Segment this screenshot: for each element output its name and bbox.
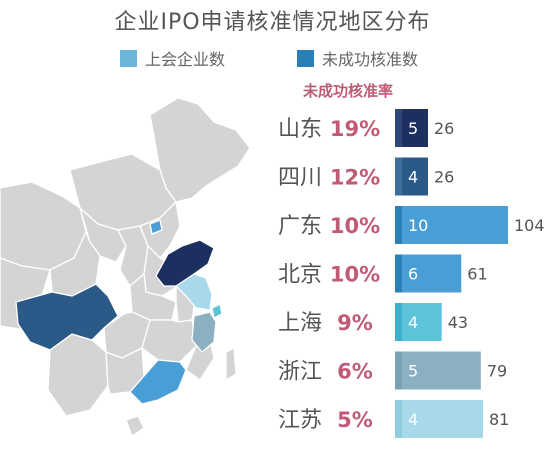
map-region-guangdong xyxy=(129,359,187,405)
region-label: 江苏 xyxy=(278,408,322,433)
bar-total-value: 61 xyxy=(467,265,487,284)
bar-total xyxy=(395,351,481,390)
legend-label-rejected: 未成功核准数 xyxy=(322,50,419,69)
bar-total-value: 26 xyxy=(434,168,454,187)
bar-rejected xyxy=(395,157,402,196)
bar-rejected-value: 6 xyxy=(408,265,418,284)
rejection-rate-label: 6% xyxy=(337,360,373,384)
region-label: 广东 xyxy=(278,214,322,239)
bar-total-value: 104 xyxy=(514,216,545,235)
bar-total xyxy=(395,206,508,244)
bar-rejected-value: 5 xyxy=(408,119,418,138)
bar-rejected-value: 4 xyxy=(408,313,418,332)
bar-rejected xyxy=(395,254,402,293)
bar-rejected-value: 4 xyxy=(408,410,418,429)
map-region-beijing xyxy=(149,219,163,235)
bar-rejected xyxy=(395,206,402,244)
map-region-taiwan xyxy=(225,347,237,381)
legend-item-participants: 上会企业数 xyxy=(120,46,225,70)
map-region-jiangsu xyxy=(175,273,213,311)
region-label: 山东 xyxy=(278,117,322,142)
chart-title: 企业IPO申请核准情况地区分布 xyxy=(114,10,431,35)
region-label: 北京 xyxy=(278,263,322,288)
region-label: 四川 xyxy=(278,166,322,191)
china-map xyxy=(0,97,251,437)
bar-rejected xyxy=(395,303,402,341)
bar-total xyxy=(395,254,462,293)
rejection-rate-label: 19% xyxy=(330,117,380,141)
legend-item-rejected: 未成功核准数 xyxy=(297,46,418,70)
legend-swatch-rejected xyxy=(297,49,314,67)
bar-rejected-value: 5 xyxy=(408,362,418,381)
map-region-zhejiang xyxy=(191,311,217,353)
bar-rejected xyxy=(395,400,402,438)
map-region-sichuan xyxy=(15,283,119,351)
bar-total xyxy=(395,303,442,341)
map-region-hainan xyxy=(125,415,145,437)
bar-rejected-value: 10 xyxy=(408,216,428,235)
region-label: 浙江 xyxy=(278,360,322,385)
bar-total-value: 26 xyxy=(434,119,454,138)
bar-total-value: 43 xyxy=(448,313,468,332)
rejection-rate-label: 9% xyxy=(337,311,373,335)
bar-rejected-value: 4 xyxy=(408,168,418,187)
bar-total-value: 81 xyxy=(489,410,509,429)
legend-swatch-participants xyxy=(120,49,137,67)
bar-rejected xyxy=(395,109,402,147)
bar-total xyxy=(395,400,484,438)
map-region-shandong xyxy=(155,239,215,287)
rejection-rate-label: 5% xyxy=(337,408,373,432)
legend-label-participants: 上会企业数 xyxy=(145,50,226,69)
rate-column-header: 未成功核准率 xyxy=(302,82,393,100)
bar-rejected xyxy=(395,351,402,390)
rejection-rate-label: 10% xyxy=(330,214,380,238)
map-region-shanghai xyxy=(211,303,223,319)
bar-total-value: 79 xyxy=(487,362,507,381)
rejection-rate-label: 10% xyxy=(330,263,380,287)
region-label: 上海 xyxy=(278,311,322,336)
rejection-rate-label: 12% xyxy=(330,166,380,190)
